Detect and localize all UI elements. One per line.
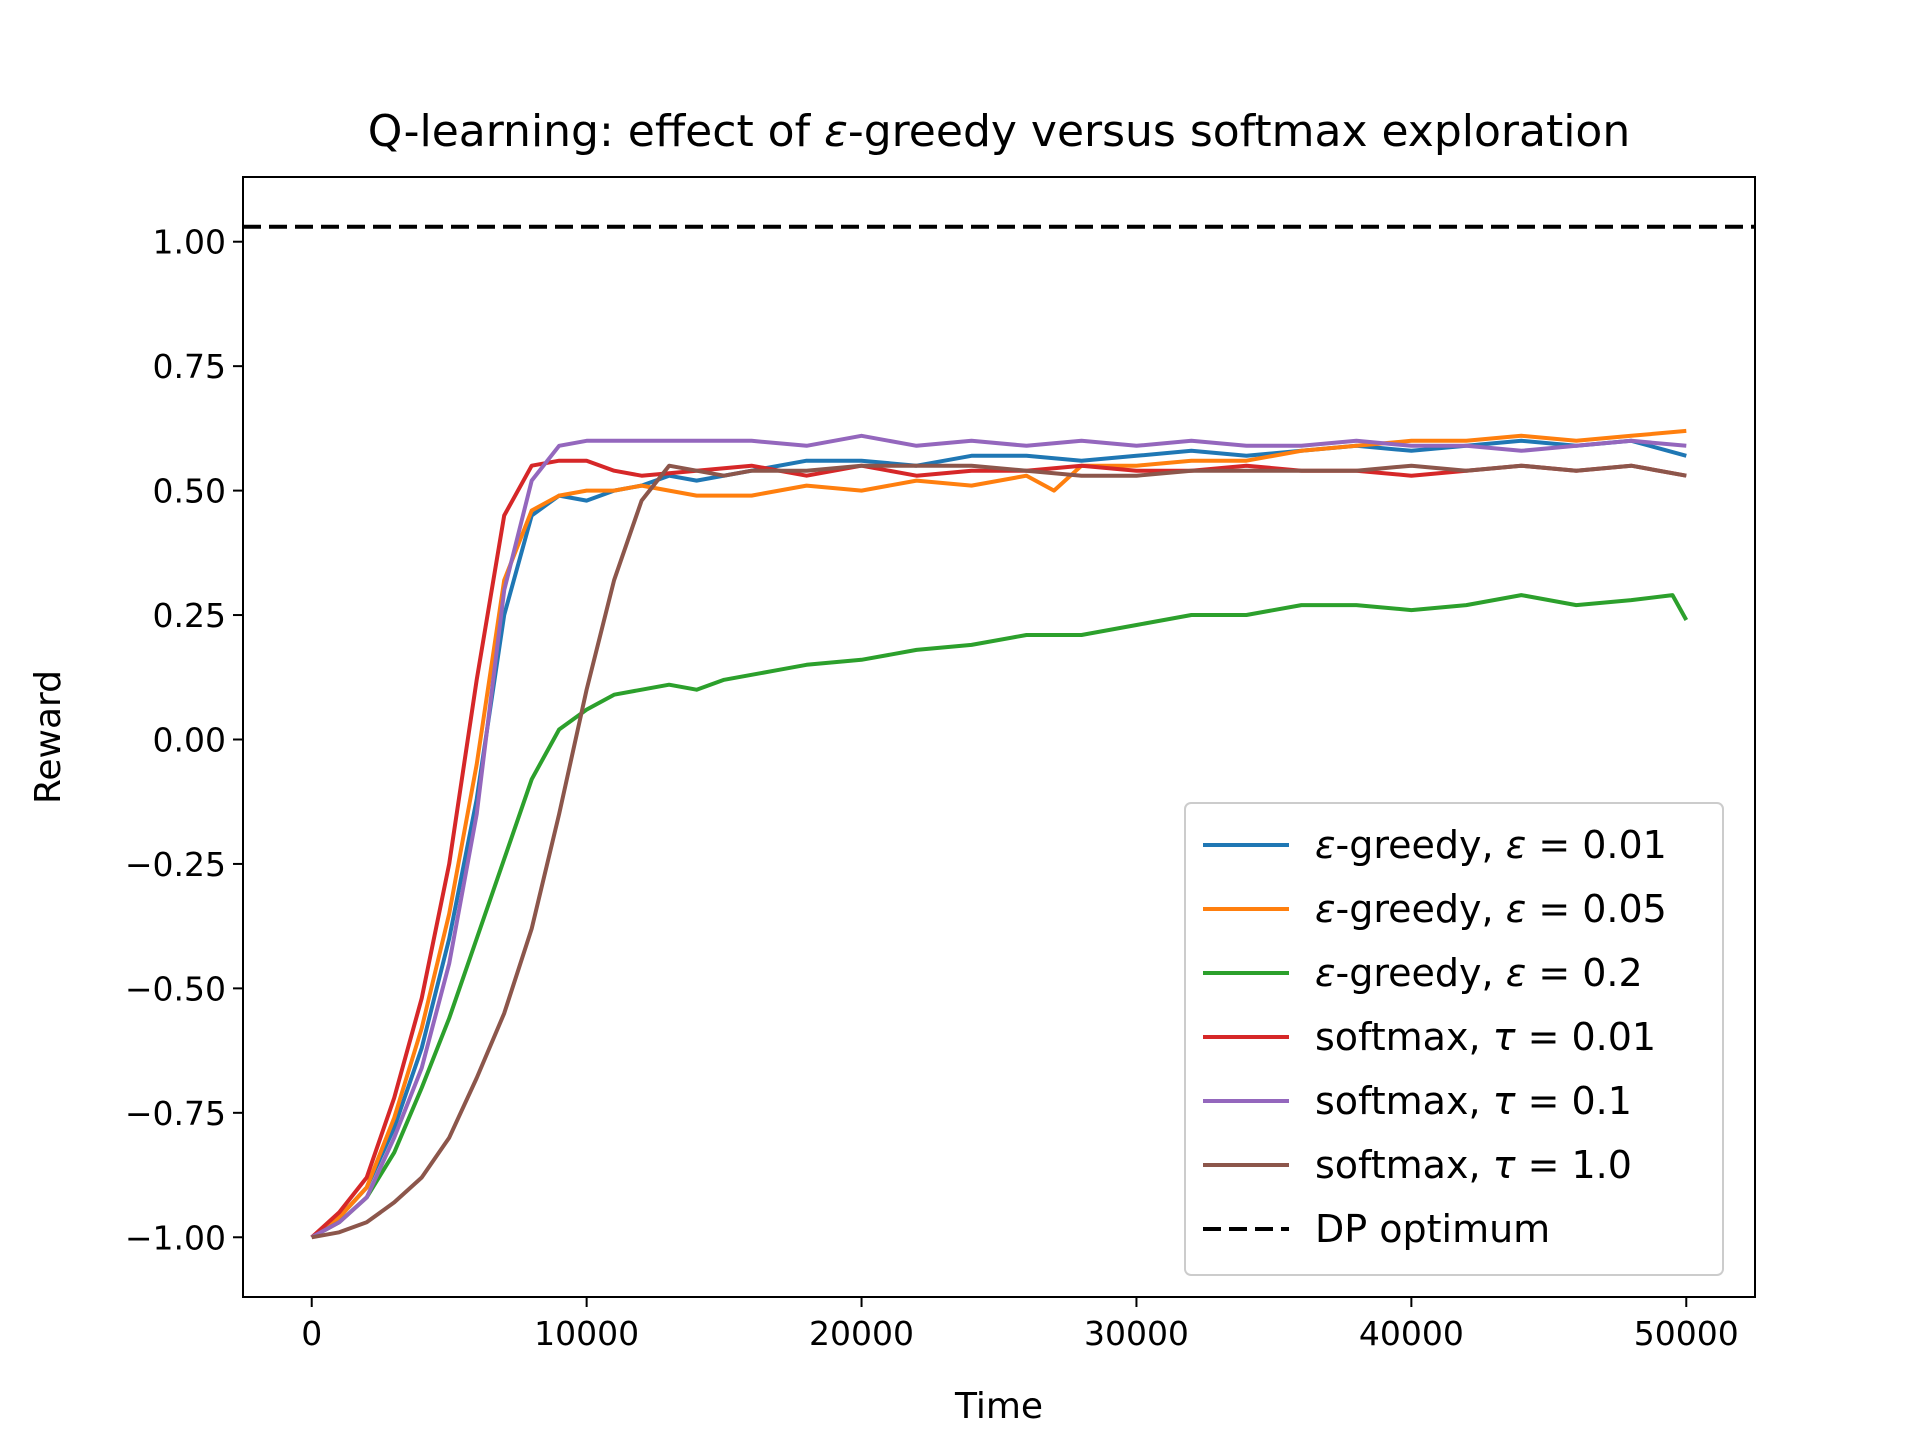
x-axis-label: Time <box>954 1386 1043 1427</box>
y-tick-label: 0.00 <box>153 720 226 759</box>
x-tick-label: 10000 <box>534 1314 639 1353</box>
legend-label-0: ε-greedy, ε = 0.01 <box>1315 823 1667 867</box>
y-tick-label: −0.75 <box>125 1094 226 1133</box>
legend-label-5: softmax, τ = 1.0 <box>1315 1143 1632 1187</box>
legend-label-3: softmax, τ = 0.01 <box>1315 1015 1656 1059</box>
x-tick-label: 0 <box>301 1314 322 1353</box>
x-axis: 0 10000 20000 30000 40000 50000 <box>301 1297 1739 1353</box>
series-layer <box>243 224 1755 1240</box>
y-tick-label: 1.00 <box>153 223 226 262</box>
legend-box <box>1184 802 1724 1276</box>
x-tick-label: 50000 <box>1634 1314 1739 1353</box>
x-tick-label: 30000 <box>1084 1314 1189 1353</box>
series-line-2 <box>310 593 1689 1240</box>
series-line-0 <box>310 438 1687 1239</box>
y-tick-label: −0.50 <box>125 969 226 1008</box>
y-axis-label: Reward <box>28 670 69 804</box>
x-tick-label: 40000 <box>1359 1314 1464 1353</box>
y-tick-label: −1.00 <box>125 1218 226 1257</box>
x-tick-label: 20000 <box>809 1314 914 1353</box>
y-axis: −1.00 −0.75 −0.50 −0.25 0.00 0.25 0.50 0.75 1.00 <box>125 223 243 1257</box>
plot-frame <box>242 176 1756 1298</box>
legend-label-6: DP optimum <box>1315 1207 1550 1251</box>
series-line-4 <box>310 433 1687 1240</box>
y-tick-label: 0.75 <box>153 347 226 386</box>
series-line-3 <box>310 458 1687 1239</box>
legend: ε-greedy, ε = 0.01 ε-greedy, ε = 0.05 ε-gr… <box>1184 802 1724 1276</box>
legend-label-2: ε-greedy, ε = 0.2 <box>1315 951 1643 995</box>
y-tick-label: −0.25 <box>125 845 226 884</box>
y-tick-label: 0.50 <box>153 472 226 511</box>
legend-label-4: softmax, τ = 0.1 <box>1315 1079 1632 1123</box>
series-line-5 <box>311 463 1687 1240</box>
y-tick-label: 0.25 <box>153 596 226 635</box>
legend-label-1: ε-greedy, ε = 0.05 <box>1315 887 1667 931</box>
chart-title: Q-learning: effect of ε-greedy versus so… <box>368 106 1630 157</box>
